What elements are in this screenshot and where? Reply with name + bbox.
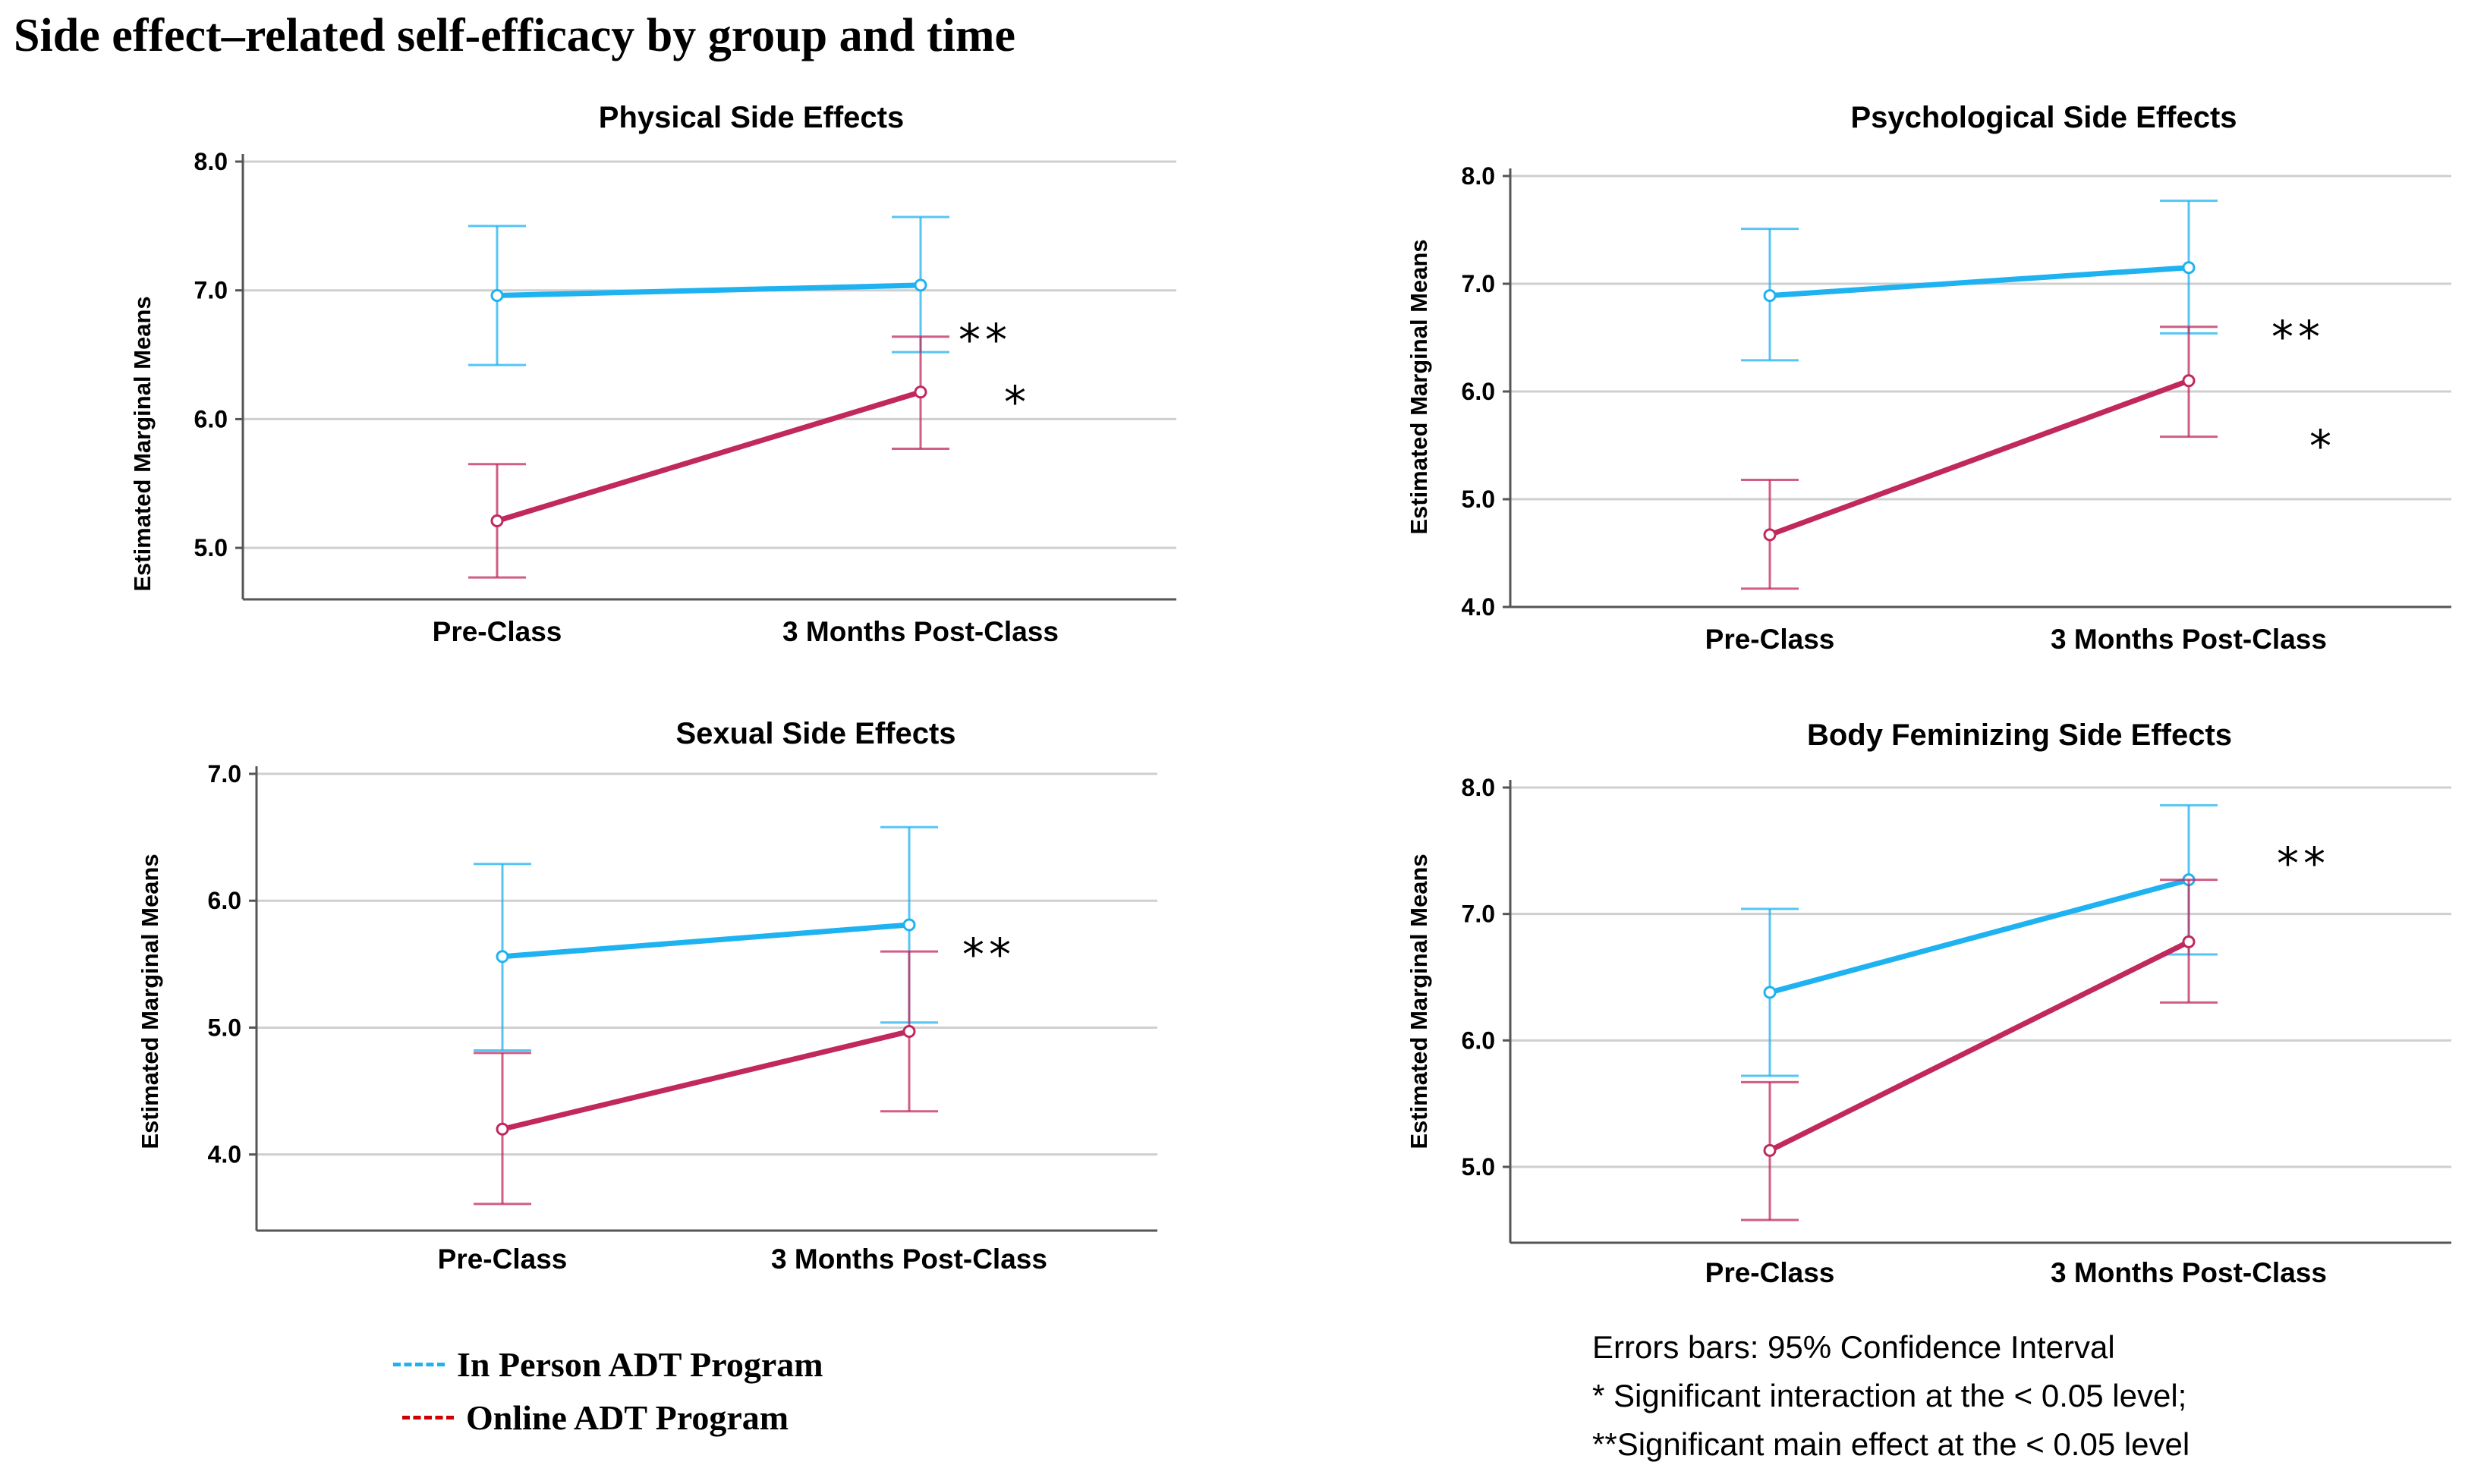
series-line (1768, 939, 2190, 1153)
x-category-label: Pre-Class (438, 1243, 568, 1275)
series-online (468, 335, 949, 579)
y-tick-label: 7.0 (208, 760, 241, 788)
y-tick-label: 6.0 (208, 887, 241, 914)
chart-psychological-side-effects: Psychological Side Effects 4.0 5.0 6.0 7.0 8.… (1406, 101, 2451, 655)
significance-marker: * (1004, 376, 1031, 428)
figure-title: Side effect–related self-efficacy by gro… (14, 10, 1016, 61)
series-line (1768, 378, 2190, 538)
data-point (1763, 289, 1777, 303)
y-tick-label: 5.0 (208, 1014, 241, 1041)
y-tick-label: 5.0 (1462, 486, 1495, 513)
y-tick-label: 7.0 (194, 277, 228, 304)
data-point (1763, 1143, 1777, 1157)
legend-item-in-person: In Person ADT Program (393, 1344, 823, 1385)
legend-swatch-in-person (393, 1363, 445, 1366)
data-point (496, 1122, 509, 1136)
y-tick-label: 6.0 (1462, 1027, 1495, 1054)
data-point (902, 1024, 916, 1038)
y-tick-label: 4.0 (1462, 593, 1495, 621)
chart-title: Psychological Side Effects (1850, 101, 2237, 134)
series-line (502, 922, 910, 960)
significance-marker: ** (959, 314, 1012, 366)
x-category-label: Pre-Class (1705, 624, 1835, 655)
series-line (496, 282, 921, 298)
y-tick-label: 8.0 (1462, 162, 1495, 190)
series-online (474, 950, 938, 1206)
legend-label-online: Online ADT Program (466, 1398, 789, 1437)
y-tick-label: 5.0 (194, 534, 228, 561)
data-point (2182, 935, 2196, 948)
y-axis-label: Estimated Marginal Means (129, 296, 156, 591)
chart-title: Sexual Side Effects (675, 717, 955, 750)
y-tick-label: 7.0 (1462, 270, 1495, 297)
significance-marker: ** (2271, 311, 2325, 363)
data-point (1763, 986, 1777, 999)
x-category-label: 3 Months Post-Class (782, 616, 1059, 647)
data-point (490, 514, 504, 527)
y-axis-label: Estimated Marginal Means (1406, 854, 1432, 1149)
series-in-person (468, 215, 949, 366)
note-main-effect: **Significant main effect at the < 0.05 … (1592, 1426, 2190, 1462)
significance-marker: ** (962, 929, 1015, 980)
series-line (496, 389, 922, 523)
series-online (1741, 325, 2218, 590)
chart-body-feminizing-side-effects: Body Feminizing Side Effects 5.0 6.0 7.0 8.0… (1406, 718, 2451, 1288)
data-point (902, 918, 916, 932)
note-error-bars: Errors bars: 95% Confidence Interval (1592, 1329, 2115, 1365)
series-online (1741, 879, 2218, 1221)
data-point (914, 385, 927, 399)
y-tick-label: 4.0 (208, 1141, 241, 1168)
data-point (1763, 528, 1777, 542)
significance-marker: ** (2277, 838, 2330, 889)
x-category-label: Pre-Class (433, 616, 562, 647)
data-point (2182, 374, 2196, 388)
y-tick-label: 5.0 (1462, 1153, 1495, 1181)
series-in-person (1741, 803, 2218, 1077)
data-point (496, 950, 509, 964)
chart-title: Physical Side Effects (599, 101, 904, 134)
data-point (2182, 261, 2196, 275)
legend-swatch-online (402, 1416, 454, 1420)
y-tick-label: 8.0 (1462, 774, 1495, 801)
x-category-label: 3 Months Post-Class (2051, 624, 2327, 655)
chart-physical-side-effects: Physical Side Effects 5.0 6.0 7.0 8.0 Estimat… (129, 101, 1176, 647)
x-category-label: 3 Months Post-Class (2051, 1257, 2327, 1288)
data-point (914, 278, 927, 292)
series-line (1769, 265, 2190, 299)
x-category-label: 3 Months Post-Class (771, 1243, 1047, 1275)
x-category-label: Pre-Class (1705, 1257, 1835, 1288)
y-tick-label: 8.0 (194, 148, 228, 175)
y-tick-label: 6.0 (194, 405, 228, 432)
series-line (1769, 877, 2190, 995)
series-line (502, 1029, 910, 1132)
y-axis-label: Estimated Marginal Means (137, 854, 163, 1149)
note-interaction: * Significant interaction at the < 0.05 … (1592, 1378, 2187, 1413)
legend-item-online: Online ADT Program (402, 1398, 789, 1438)
chart-sexual-side-effects: Sexual Side Effects 4.0 5.0 6.0 7.0 Estimated… (137, 717, 1157, 1275)
chart-title: Body Feminizing Side Effects (1807, 718, 2232, 752)
y-axis-label: Estimated Marginal Means (1406, 239, 1432, 534)
series-in-person (474, 825, 938, 1052)
legend-label-in-person: In Person ADT Program (457, 1345, 823, 1384)
significance-marker: * (2309, 420, 2336, 472)
y-tick-label: 6.0 (1462, 378, 1495, 405)
data-point (490, 288, 504, 302)
y-tick-label: 7.0 (1462, 901, 1495, 928)
series-in-person (1741, 200, 2218, 362)
